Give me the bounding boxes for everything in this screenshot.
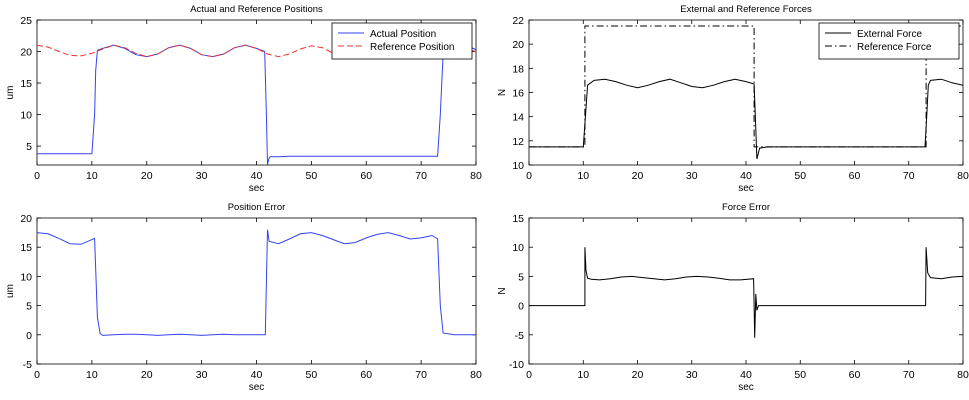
- x-tick-label: 70: [415, 170, 427, 182]
- x-tick-label: 60: [849, 170, 861, 182]
- x-tick-label: 10: [86, 369, 98, 381]
- y-axis-label: N: [497, 89, 508, 96]
- chart-1: Actual and Reference Positions 0 10 20 30 40 5…: [5, 4, 482, 194]
- x-tick-label: 20: [632, 369, 644, 381]
- y-axis-label: um: [5, 284, 16, 298]
- y-tick-label: 10: [20, 271, 32, 283]
- legend: External Force Reference Force: [818, 22, 960, 60]
- plot-area: [528, 217, 964, 365]
- y-tick-label: -10: [509, 359, 524, 371]
- y-tick-label: 5: [26, 301, 32, 313]
- y-tick-label: 0: [26, 330, 32, 342]
- x-tick-label: 0: [34, 369, 40, 381]
- x-tick-label: 80: [957, 369, 969, 381]
- x-tick-label: 50: [794, 369, 806, 381]
- y-tick-label: 15: [512, 213, 524, 225]
- x-tick-label: 40: [740, 170, 752, 182]
- y-tick-label: 22: [512, 15, 524, 27]
- x-tick-label: 20: [141, 170, 153, 182]
- x-tick-label: 0: [34, 170, 40, 182]
- x-axis-label: sec: [738, 382, 754, 393]
- x-tick-label: 70: [903, 369, 915, 381]
- chart-title: External and Reference Forces: [680, 4, 812, 15]
- x-tick-label: 60: [360, 170, 372, 182]
- x-tick-label: 30: [686, 170, 698, 182]
- legend-label-2: Reference Position: [370, 42, 455, 53]
- x-tick-label: 30: [196, 369, 208, 381]
- x-tick-label: 80: [470, 170, 482, 182]
- legend-box: [818, 22, 960, 60]
- y-tick-label: 10: [512, 160, 524, 172]
- x-tick-label: 50: [794, 170, 806, 182]
- x-tick-label: 10: [577, 369, 589, 381]
- y-axis-label: um: [5, 86, 16, 100]
- y-tick-label: 20: [20, 47, 32, 59]
- series-line-1: [37, 229, 476, 336]
- x-tick-label: 40: [740, 369, 752, 381]
- y-tick-label: 20: [512, 39, 524, 51]
- y-tick-label: 0: [518, 301, 524, 313]
- chart-title: Position Error: [228, 202, 286, 213]
- legend-label-1: Actual Position: [370, 29, 436, 40]
- y-tick-label: 14: [512, 112, 524, 124]
- x-axis-label: sec: [249, 382, 265, 393]
- y-tick-label: -5: [23, 359, 32, 371]
- chart-title: Actual and Reference Positions: [190, 4, 323, 15]
- y-tick-label: 15: [20, 242, 32, 254]
- y-tick-label: 18: [512, 63, 524, 75]
- x-tick-label: 10: [86, 170, 98, 182]
- y-tick-label: 16: [512, 88, 524, 100]
- legend-label-2: Reference Force: [857, 42, 932, 53]
- series-line-1: [529, 247, 963, 338]
- x-tick-label: 0: [526, 170, 532, 182]
- x-tick-label: 80: [470, 369, 482, 381]
- chart-4: Force Error 0 10 20 30 40 50 60 70 80 -10 -5 0 5 10 15 s…: [497, 202, 969, 393]
- x-tick-label: 30: [196, 170, 208, 182]
- x-tick-label: 30: [686, 369, 698, 381]
- legend: Actual Position Reference Position: [331, 22, 473, 60]
- x-tick-label: 80: [957, 170, 969, 182]
- x-tick-label: 40: [251, 369, 263, 381]
- y-tick-label: 25: [20, 15, 32, 27]
- y-tick-label: 12: [512, 136, 524, 148]
- series-line-1: [37, 44, 476, 165]
- plot-area: [36, 217, 477, 365]
- y-tick-label: 10: [512, 242, 524, 254]
- legend-box: [331, 22, 473, 60]
- y-tick-label: 5: [26, 141, 32, 153]
- x-tick-label: 10: [577, 170, 589, 182]
- x-tick-label: 60: [360, 369, 372, 381]
- y-tick-label: 15: [20, 78, 32, 90]
- x-tick-label: 40: [251, 170, 263, 182]
- x-axis-label: sec: [738, 183, 754, 194]
- x-tick-label: 20: [632, 170, 644, 182]
- chart-title: Force Error: [722, 202, 770, 213]
- x-axis-label: sec: [249, 183, 265, 194]
- x-tick-label: 0: [526, 369, 532, 381]
- y-axis-label: N: [497, 287, 508, 294]
- y-tick-label: 5: [518, 271, 524, 283]
- x-tick-label: 50: [306, 170, 318, 182]
- x-tick-label: 50: [306, 369, 318, 381]
- x-tick-label: 70: [903, 170, 915, 182]
- x-tick-label: 20: [141, 369, 153, 381]
- x-tick-label: 60: [849, 369, 861, 381]
- y-tick-label: -5: [515, 330, 524, 342]
- x-tick-label: 70: [415, 369, 427, 381]
- legend-label-1: External Force: [857, 29, 922, 40]
- y-tick-label: 20: [20, 213, 32, 225]
- y-tick-label: 10: [20, 110, 32, 122]
